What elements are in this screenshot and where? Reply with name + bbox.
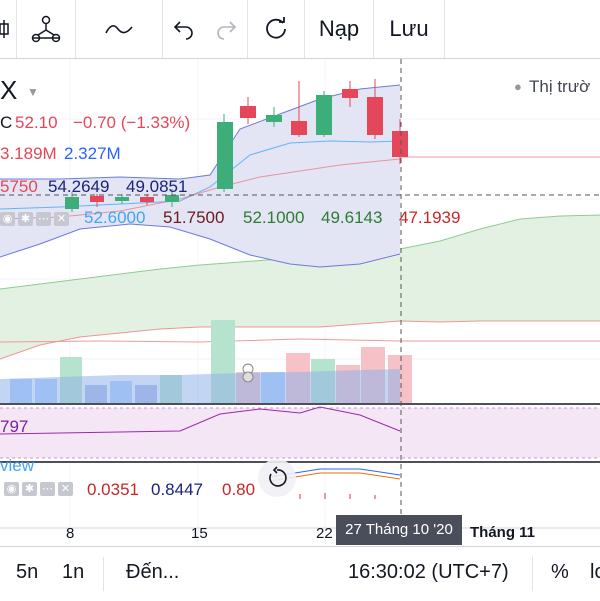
rsi-line [0, 406, 401, 435]
more-icon[interactable]: ⋯ [40, 482, 55, 496]
toolbar-divider [247, 0, 248, 58]
time-tick: 15 [191, 525, 208, 542]
cloud-lead-line [0, 338, 600, 343]
close-value: 52.10 [15, 113, 58, 132]
cloud-lower-line [0, 320, 600, 360]
settings-icon[interactable]: ✱ [22, 482, 37, 496]
clock-timezone[interactable]: 16:30:02 (UTC+7) [348, 561, 509, 583]
visibility-icon[interactable]: ◉ [0, 212, 15, 226]
candle [392, 119, 408, 164]
reload-button[interactable] [248, 0, 304, 58]
time-tick: 22 [316, 525, 333, 542]
volume-bars [0, 320, 412, 403]
chart-type-button[interactable] [0, 0, 16, 58]
macd-value-3: 0.80 [222, 480, 256, 499]
reset-chart-button[interactable] [258, 459, 296, 497]
ichimoku-value-4: 49.6143 [321, 208, 383, 227]
time-tick-month: Tháng 11 [470, 524, 536, 541]
market-status-dot: ● [514, 79, 522, 94]
symbol-name[interactable]: X [0, 75, 18, 105]
refresh-icon [266, 17, 286, 39]
toolbar-divider [162, 0, 163, 58]
range-5y-button[interactable]: 5n [16, 561, 39, 583]
undo-button[interactable] [163, 0, 205, 58]
close-icon[interactable]: ✕ [58, 482, 73, 496]
bollinger-value-2: 54.2649 [48, 177, 110, 196]
undo-icon [173, 21, 193, 40]
candle [90, 194, 104, 207]
macd-histogram [299, 493, 376, 499]
bollinger-value-1: 5750 [0, 177, 38, 196]
ohlc-prefix: C [0, 113, 13, 132]
candle [291, 81, 307, 137]
ichimoku-value-3: 52.1000 [243, 208, 305, 227]
candle [115, 194, 129, 204]
ichimoku-value-5: 47.1939 [399, 208, 461, 227]
candle [266, 107, 282, 127]
market-status-text: Thị trườ [529, 77, 591, 96]
goto-date-button[interactable]: Đến... [126, 561, 180, 583]
save-button[interactable]: Lưu [389, 16, 429, 41]
toolbar-divider [444, 0, 445, 58]
bottom-divider [532, 557, 533, 591]
candle [367, 79, 383, 139]
toolbar-divider [373, 0, 374, 58]
indicators-icon [31, 15, 61, 43]
rsi-value: 797 [0, 417, 29, 436]
candle [140, 194, 154, 205]
bottom-divider [103, 557, 104, 591]
candle [165, 189, 179, 207]
volume-value-1: 3.189M [0, 144, 57, 163]
redo-button[interactable] [205, 0, 247, 58]
toolbar-divider [304, 0, 305, 58]
crosshair-date-label: 27 Tháng 10 '20 [336, 515, 462, 545]
more-icon[interactable]: ⋯ [36, 212, 51, 226]
candle [342, 81, 358, 107]
drawing-tools-button[interactable] [76, 0, 162, 58]
bollinger-lower-line [0, 223, 401, 268]
toolbar-divider [16, 0, 17, 58]
line-tool-icon [105, 25, 133, 34]
chart-area[interactable]: X ▼ ● Thị trườ C 52.10 −0.70 (−1.33%) 3.… [0, 59, 600, 545]
chart-canvas[interactable] [0, 59, 600, 545]
top-toolbar: Nạp Lưu [0, 0, 600, 59]
settings-icon[interactable]: ✱ [18, 212, 33, 226]
series-marker [242, 371, 254, 383]
volume-value-2: 2.327M [64, 144, 121, 163]
ichimoku-value-1: 52.6000 [84, 208, 146, 227]
macd-value-1: 0.0351 [87, 480, 139, 499]
percent-scale-button[interactable]: % [551, 561, 569, 583]
toolbar-divider [75, 0, 76, 58]
time-tick: 8 [66, 525, 75, 542]
candles-icon [0, 20, 9, 38]
candle [240, 97, 256, 124]
bollinger-value-3: 49.0851 [126, 177, 188, 196]
candle [217, 114, 233, 192]
redo-icon [217, 21, 237, 40]
replay-button[interactable]: Nạp [318, 16, 360, 41]
macd-value-2: 0.8447 [151, 480, 203, 499]
ichimoku-value-2: 51.7500 [163, 208, 225, 227]
candle [316, 91, 332, 137]
volume-ma-area [0, 369, 400, 403]
indicators-button[interactable] [17, 0, 75, 58]
ichimoku-cloud [0, 215, 600, 359]
bottom-toolbar: 5n 1n Đến... 16:30:02 (UTC+7) % lo [0, 546, 600, 601]
log-scale-button[interactable]: lo [590, 561, 600, 583]
close-icon[interactable]: ✕ [54, 212, 69, 226]
candlesticks [65, 79, 408, 212]
macd-label: view [0, 456, 35, 475]
rsi-band [0, 408, 600, 458]
reset-icon [269, 466, 287, 487]
visibility-icon[interactable]: ◉ [4, 482, 19, 496]
change-value: −0.70 (−1.33%) [73, 113, 191, 132]
range-1y-button[interactable]: 1n [62, 561, 85, 583]
symbol-dropdown-icon[interactable]: ▼ [27, 85, 39, 99]
